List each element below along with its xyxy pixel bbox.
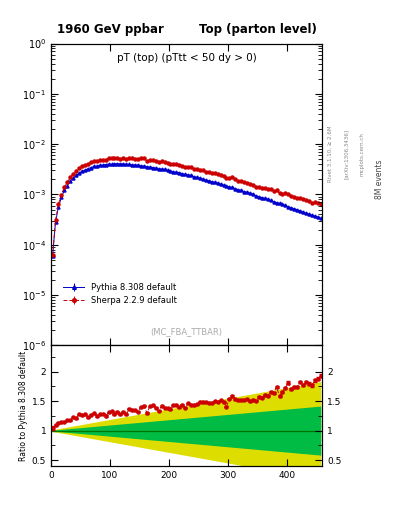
Legend: Pythia 8.308 default, Sherpa 2.2.9 default: Pythia 8.308 default, Sherpa 2.2.9 defau… <box>63 283 177 305</box>
Y-axis label: Ratio to Pythia 8.308 default: Ratio to Pythia 8.308 default <box>19 350 28 461</box>
Text: 1960 GeV ppbar: 1960 GeV ppbar <box>57 23 163 36</box>
Text: pT (top) (pTtt < 50 dy > 0): pT (top) (pTtt < 50 dy > 0) <box>117 53 257 62</box>
Text: (MC_FBA_TTBAR): (MC_FBA_TTBAR) <box>151 327 223 336</box>
Text: mcplots.cern.ch: mcplots.cern.ch <box>360 132 365 176</box>
Text: Top (parton level): Top (parton level) <box>199 23 317 36</box>
Text: 8M events: 8M events <box>375 159 384 199</box>
Text: [arXiv:1306.3436]: [arXiv:1306.3436] <box>344 129 349 179</box>
Text: Rivet 3.1.10, ≥ 2.6M: Rivet 3.1.10, ≥ 2.6M <box>328 125 333 182</box>
